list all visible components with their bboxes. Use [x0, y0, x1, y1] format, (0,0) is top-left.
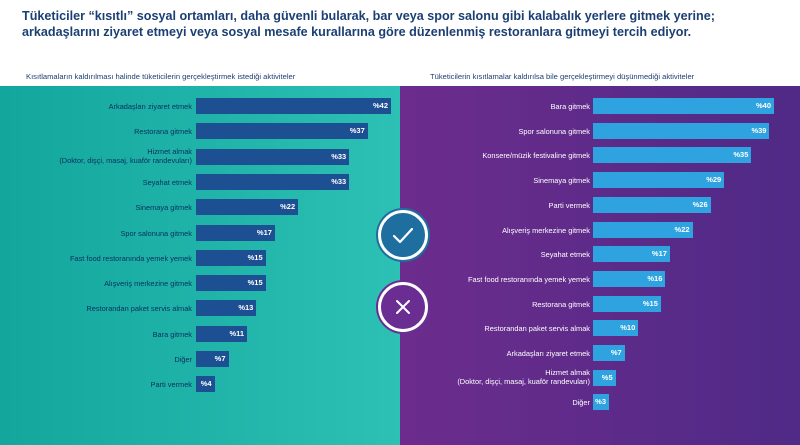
- right-bar: %3: [593, 394, 609, 411]
- left-category-label: Bara gitmek: [152, 329, 192, 339]
- right-bar: %26: [593, 196, 711, 213]
- left-value-label: %22: [280, 202, 296, 212]
- cross-badge: [378, 282, 428, 332]
- right-category-label: Diğer: [572, 398, 590, 408]
- right-value-label: %22: [674, 224, 690, 234]
- left-bar: %37: [196, 123, 368, 140]
- right-bar: %7: [593, 345, 625, 361]
- right-bar: %35: [593, 147, 752, 164]
- headline-line-1: Tüketiciler “kısıtlı” sosyal ortamları, …: [22, 9, 715, 23]
- left-value-label: %37: [349, 126, 365, 136]
- right-category-label: Bara gitmek: [550, 102, 590, 111]
- left-category-label: Arkadaşları ziyaret etmek: [108, 102, 192, 111]
- left-chart-panel: Arkadaşları ziyaret etmek %42 Restorana gi…: [0, 86, 400, 445]
- left-value-label: %17: [256, 227, 272, 237]
- left-category-label: Spor salonuna gitmek: [120, 228, 193, 238]
- right-bar: %10: [593, 320, 639, 337]
- right-value-label: %17: [651, 249, 667, 259]
- right-bar: %22: [593, 221, 693, 238]
- left-value-label: %11: [229, 328, 245, 338]
- left-value-label: %33: [331, 151, 347, 161]
- right-category-label: Hizmet almak (Doktor, dişçi, masaj, kuafö…: [457, 367, 590, 386]
- left-bar: %7: [196, 351, 229, 367]
- right-bar: %39: [593, 122, 770, 139]
- right-value-label: %26: [692, 199, 708, 209]
- right-category-label: Seyahat etmek: [540, 250, 590, 260]
- headline: Tüketiciler “kısıtlı” sosyal ortamları, …: [22, 8, 792, 40]
- right-value-label: %7: [610, 348, 622, 357]
- right-category-label: Konsere/müzik festivaline gitmek: [482, 151, 590, 161]
- right-category-label: Sinemaya gitmek: [533, 176, 590, 186]
- right-bar: %5: [593, 369, 616, 386]
- left-value-label: %4: [200, 379, 212, 389]
- right-chart-title: Tüketicilerin kısıtlamalar kaldırılsa bi…: [430, 72, 695, 81]
- left-bar: %33: [196, 173, 350, 190]
- right-value-label: %3: [595, 397, 606, 407]
- left-bar: %42: [196, 98, 391, 114]
- right-category-label: Arkadaşları ziyaret etmek: [506, 349, 590, 358]
- left-category-label: Fast food restoranında yemek yemek: [69, 253, 192, 263]
- left-category-label: Diğer: [174, 355, 192, 364]
- left-value-label: %15: [247, 278, 263, 288]
- right-category-label: Parti vermek: [548, 200, 590, 210]
- left-value-label: %13: [238, 303, 254, 313]
- left-bar: %13: [196, 300, 257, 317]
- right-bar: %40: [593, 98, 774, 114]
- left-category-label: Sinemaya gitmek: [135, 203, 192, 213]
- left-bar: %11: [196, 325, 248, 342]
- left-value-label: %15: [247, 252, 263, 262]
- right-bar: %16: [593, 270, 666, 287]
- left-value-label: %7: [214, 354, 226, 363]
- right-bar: %17: [593, 246, 670, 263]
- left-chart-title: Kısıtlamaların kaldırılması halinde tüke…: [26, 72, 296, 81]
- left-bar: %15: [196, 249, 266, 266]
- left-bar: %33: [196, 148, 350, 165]
- right-bar: %29: [593, 172, 725, 189]
- left-category-label: Parti vermek: [150, 380, 192, 390]
- right-category-label: Alışveriş merkezine gitmek: [502, 225, 590, 235]
- left-category-label: Restorandan paket servis almak: [86, 304, 192, 314]
- right-value-label: %15: [642, 298, 658, 308]
- right-value-label: %5: [601, 372, 613, 382]
- right-value-label: %16: [647, 273, 663, 283]
- left-category-label: Hizmet almak (Doktor, dişçi, masaj, kuafö…: [59, 146, 192, 165]
- right-value-label: %39: [751, 125, 767, 135]
- right-category-label: Spor salonuna gitmek: [518, 126, 591, 136]
- right-category-label: Fast food restoranında yemek yemek: [467, 274, 590, 284]
- left-value-label: %33: [331, 176, 347, 186]
- check-badge: [378, 210, 428, 260]
- left-bar: %4: [196, 376, 215, 393]
- check-icon: [392, 227, 414, 244]
- left-bar: %22: [196, 199, 299, 216]
- right-category-label: Restorandan paket servis almak: [484, 324, 590, 334]
- right-chart-panel: Bara gitmek %40 Spor salonuna gitmek %39 Kon…: [400, 86, 800, 445]
- left-category-label: Restorana gitmek: [134, 127, 192, 137]
- headline-line-2: arkadaşlarını ziyaret etmeyi veya sosyal…: [22, 25, 692, 39]
- right-value-label: %10: [620, 323, 636, 333]
- right-value-label: %40: [755, 101, 771, 110]
- left-category-label: Seyahat etmek: [142, 177, 192, 187]
- left-value-label: %42: [372, 101, 388, 110]
- right-category-label: Restorana gitmek: [532, 299, 590, 309]
- left-bar: %17: [196, 224, 275, 241]
- left-category-label: Alışveriş merkezine gitmek: [104, 279, 192, 289]
- right-value-label: %35: [733, 150, 749, 160]
- right-value-label: %29: [706, 175, 722, 185]
- right-bar: %15: [593, 295, 661, 312]
- cross-icon: [396, 300, 410, 314]
- left-bar: %15: [196, 275, 266, 292]
